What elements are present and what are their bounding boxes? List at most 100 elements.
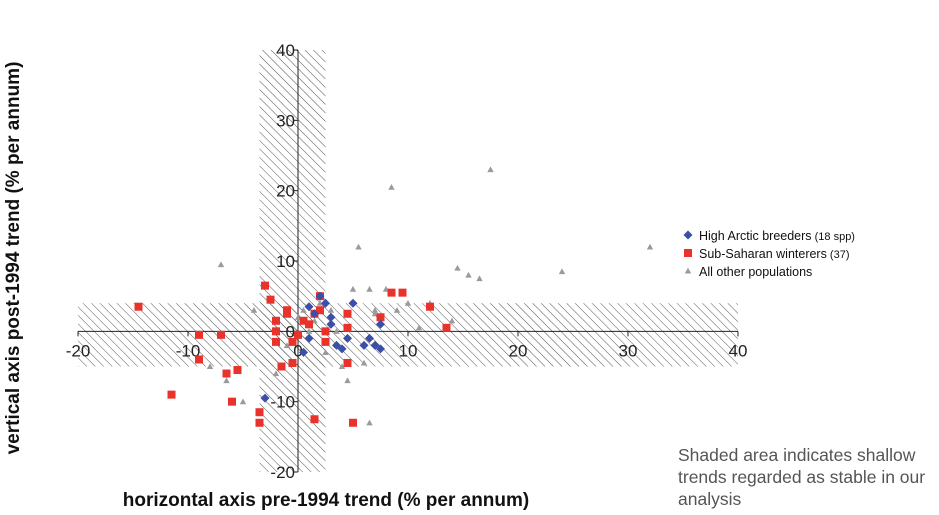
square-point [343,323,352,332]
triangle-point [338,363,346,370]
triangle-point [316,300,324,306]
x-tick-label: -20 [66,341,91,360]
square-point [321,337,330,346]
x-tick-label: 0 [293,341,302,360]
diamond-point [321,298,330,308]
square-point [283,306,291,315]
square-point [349,418,357,427]
diamond-point [310,309,319,319]
diamond-point [304,302,314,312]
diamond-point [304,333,314,343]
legend-diamond-icon [683,230,693,240]
triangle-point [333,328,340,334]
square-point [195,330,203,339]
square-point [426,302,434,311]
triangle-point [349,285,357,292]
triangle-point [366,285,373,292]
square-point [442,323,451,332]
diamond-point [376,344,385,354]
square-point [288,358,297,367]
y-tick-label: 20 [276,182,295,201]
triangle-point [250,307,258,313]
square-point [305,320,313,329]
legend-count: (37) [827,249,850,261]
diamond-point [343,333,352,343]
legend-label: High Arctic breeders (18 spp) [699,229,855,243]
triangle-point [415,324,423,331]
square-point [310,415,319,424]
triangle-point [327,307,335,313]
square-point [387,288,396,297]
triangle-point [360,359,368,366]
shaded-area-note: Shaded area indicates shallow trends reg… [678,445,926,509]
triangle-point [448,317,456,324]
x-axis-title: horizontal axis pre-1994 trend (% per an… [123,490,529,511]
triangle-point [487,166,494,173]
square-point [288,337,297,346]
triangle-point [404,300,412,306]
triangle-point [366,419,373,426]
triangle-point [272,370,280,377]
square-point [217,330,225,339]
triangle-point [239,398,247,405]
square-point [376,313,385,322]
x-tick-label: 30 [619,341,638,360]
diamond-point [326,312,336,322]
stable-band-vertical [259,50,326,472]
triangle-point [322,349,329,355]
triangle-point [344,377,351,384]
legend-triangle-icon [684,267,692,274]
square-point [167,390,176,399]
legend-square-icon [684,249,692,257]
diamond-point [326,319,336,329]
diamond-point [315,291,325,301]
triangle-point [283,342,291,348]
triangle-point [646,243,654,250]
x-tick-label: -10 [176,341,201,360]
triangle-point [217,261,225,268]
diamond-point [260,393,270,403]
square-point [272,316,280,325]
triangle-point [465,271,472,278]
triangle-point [355,243,362,250]
square-point [343,358,352,367]
diamond-point [359,340,369,350]
square-point [277,362,286,371]
triangle-point [454,264,461,271]
diamond-point [365,333,374,343]
diamond-point [332,340,341,350]
square-point [222,369,231,378]
square-point [255,408,264,417]
square-point [343,309,352,318]
triangle-point [476,275,483,282]
diamond-point [337,344,347,354]
triangle-point [305,328,313,334]
x-tick-label: 20 [509,341,528,360]
legend-label: All other populations [699,265,812,279]
triangle-point [300,307,307,313]
y-axis-title: vertical axis post-1994 trend (% per ann… [3,62,24,455]
diamond-point [348,298,358,308]
diamond-point [299,347,308,357]
square-point [272,337,280,346]
legend-count: (18 spp) [812,231,855,243]
triangle-point [393,307,401,313]
triangle-point [223,377,230,384]
y-tick-label: 0 [286,322,295,341]
y-tick-label: 10 [276,252,295,271]
triangle-point [371,307,379,313]
triangle-point [206,363,214,370]
square-point [255,418,264,427]
y-tick-label: 30 [276,111,295,130]
square-point [294,330,302,339]
diamond-point [376,319,385,329]
square-point [398,288,407,297]
square-point [233,366,242,375]
diamond-point [370,340,380,350]
y-tick-label: -10 [270,393,295,412]
square-point [261,281,269,290]
square-point [195,355,203,364]
y-tick-label: -20 [270,463,295,482]
square-point [266,295,275,304]
